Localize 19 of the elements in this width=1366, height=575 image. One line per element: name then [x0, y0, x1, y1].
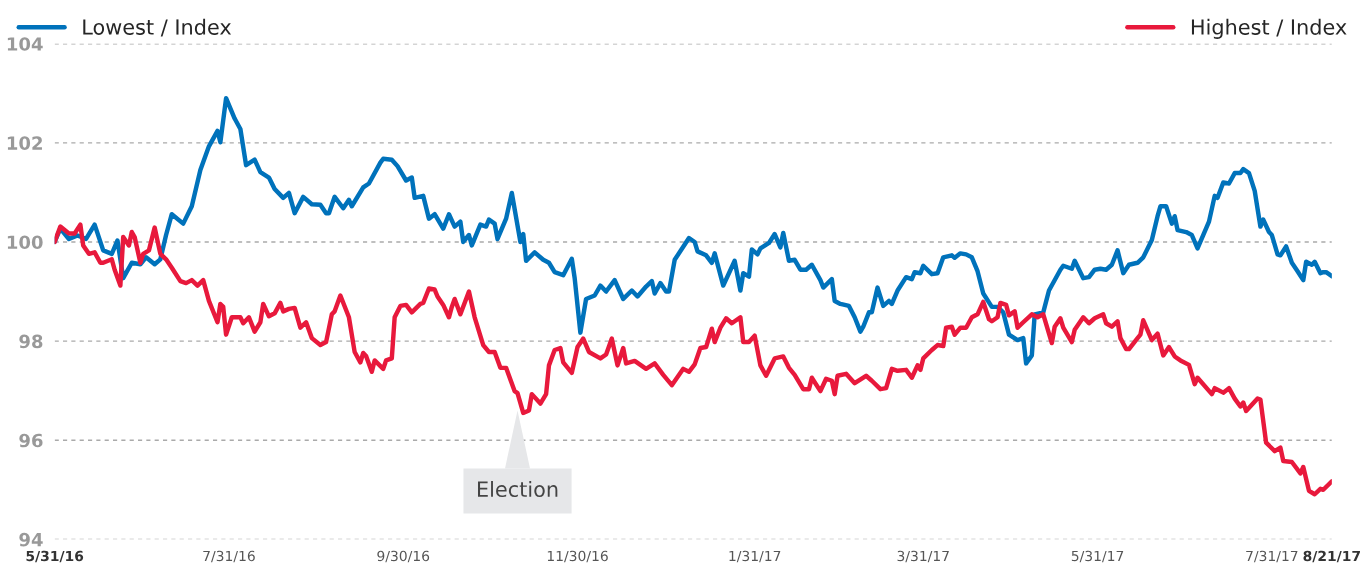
y-tick-label: 94: [19, 532, 43, 547]
legend-label: Highest / Index: [1191, 18, 1347, 39]
legend-label: Lowest / Index: [83, 18, 232, 37]
x-tick-label: 5/31/16: [26, 550, 84, 563]
y-tick-label: 102: [7, 136, 42, 150]
line-series: [54, 222, 1332, 497]
x-tick-label: 5/31/17: [1071, 550, 1124, 563]
annotation: Election: [478, 480, 558, 498]
y-tick-label: 98: [19, 334, 43, 349]
y-tick-label: 104: [7, 37, 43, 51]
x-tick-label: 7/31/17: [1246, 550, 1298, 563]
y-tick-label: 100: [7, 235, 43, 250]
x-tick-label: 3/31/17: [897, 550, 949, 563]
y-tick-label: 96: [19, 433, 43, 448]
x-tick-label: 8/21/17: [1303, 550, 1360, 563]
x-tick-label: 9/30/16: [377, 550, 430, 563]
x-tick-label: 1/31/17: [729, 550, 781, 563]
x-tick-label: 7/31/16: [203, 550, 255, 563]
x-tick-label: 11/30/16: [547, 550, 608, 563]
